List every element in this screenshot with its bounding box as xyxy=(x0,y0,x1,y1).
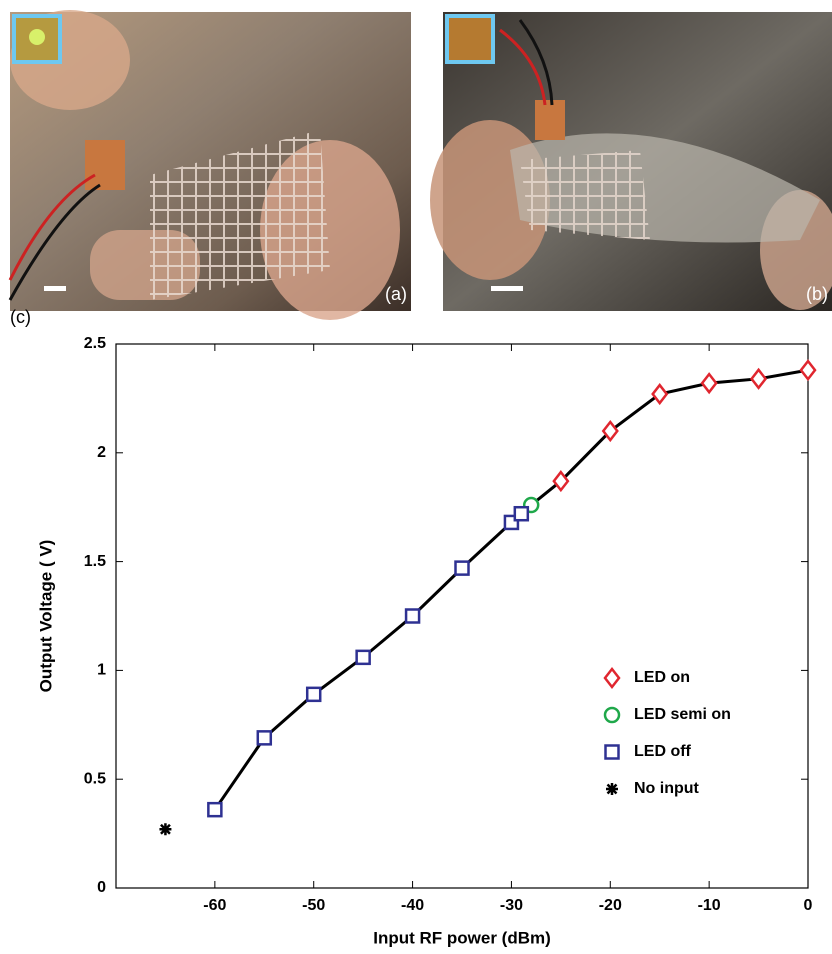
data-point xyxy=(515,507,528,520)
x-tick-label: -10 xyxy=(698,897,721,914)
x-tick-label: -40 xyxy=(401,897,424,914)
data-point xyxy=(752,370,766,388)
legend-label: LED off xyxy=(634,743,692,760)
y-tick-label: 1 xyxy=(97,662,106,679)
panel-label: (b) xyxy=(806,284,828,304)
data-point xyxy=(208,803,221,816)
data-point xyxy=(357,651,370,664)
legend-label: No input xyxy=(634,780,700,797)
x-tick-label: -20 xyxy=(599,897,622,914)
legend-marker xyxy=(605,708,619,722)
x-tick-label: 0 xyxy=(804,897,813,914)
data-point xyxy=(159,823,171,835)
y-tick-label: 2.5 xyxy=(84,335,106,352)
legend-label: LED on xyxy=(634,669,690,686)
panel-label: (c) xyxy=(10,307,31,327)
data-point xyxy=(653,385,667,403)
x-axis-label: Input RF power (dBm) xyxy=(373,928,551,947)
data-point xyxy=(801,361,815,379)
y-tick-label: 0.5 xyxy=(84,770,106,787)
data-point xyxy=(456,562,469,575)
x-tick-label: -60 xyxy=(203,897,226,914)
legend-marker xyxy=(606,746,619,759)
figure: (a) (b) (c) Input RF power (dBm) Output … xyxy=(0,0,832,949)
x-tick-label: -30 xyxy=(500,897,523,914)
y-tick-label: 0 xyxy=(97,879,106,896)
y-tick-label: 1.5 xyxy=(84,553,106,570)
legend-marker xyxy=(606,783,618,795)
legend-label: LED semi on xyxy=(634,706,731,723)
data-point xyxy=(406,610,419,623)
photo-a xyxy=(10,10,411,320)
y-tick-label: 2 xyxy=(97,444,106,461)
data-point xyxy=(307,688,320,701)
x-tick-label: -50 xyxy=(302,897,325,914)
data-point xyxy=(258,731,271,744)
photo-b xyxy=(430,12,832,311)
data-point xyxy=(702,374,716,392)
panel-label: (a) xyxy=(385,284,407,304)
legend-marker xyxy=(605,669,619,687)
y-axis-label: Output Voltage ( V) xyxy=(36,540,55,693)
data-line xyxy=(215,370,808,810)
